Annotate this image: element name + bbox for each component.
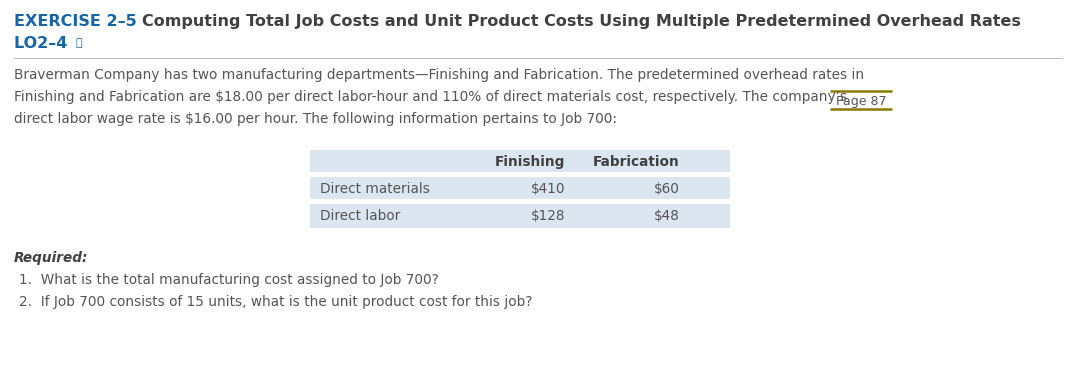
- Text: Direct labor: Direct labor: [320, 209, 400, 223]
- Text: EXERCISE 2–5: EXERCISE 2–5: [14, 14, 142, 29]
- Text: Required:: Required:: [14, 251, 88, 265]
- Text: 1.  What is the total manufacturing cost assigned to Job 700?: 1. What is the total manufacturing cost …: [19, 273, 439, 287]
- Text: Page 87: Page 87: [836, 95, 887, 107]
- Text: 2.  If Job 700 consists of 15 units, what is the unit product cost for this job?: 2. If Job 700 consists of 15 units, what…: [19, 295, 533, 309]
- Bar: [310, 204, 730, 228]
- Text: Finishing and Fabrication are $18.00 per direct labor-hour and 110% of direct ma: Finishing and Fabrication are $18.00 per…: [14, 90, 847, 104]
- Text: LO2–4: LO2–4: [14, 36, 73, 51]
- Text: Direct materials: Direct materials: [320, 182, 430, 196]
- Bar: [310, 150, 730, 174]
- Text: ⧉: ⧉: [75, 38, 82, 48]
- Text: Braverman Company has two manufacturing departments—Finishing and Fabrication. T: Braverman Company has two manufacturing …: [14, 68, 864, 82]
- Text: $410: $410: [530, 182, 565, 196]
- Text: $128: $128: [530, 209, 565, 223]
- Text: Finishing: Finishing: [495, 155, 565, 169]
- Text: Fabrication: Fabrication: [593, 155, 680, 169]
- Bar: [310, 177, 730, 201]
- Text: direct labor wage rate is $16.00 per hour. The following information pertains to: direct labor wage rate is $16.00 per hou…: [14, 112, 617, 126]
- Text: $48: $48: [654, 209, 680, 223]
- Text: Computing Total Job Costs and Unit Product Costs Using Multiple Predetermined Ov: Computing Total Job Costs and Unit Produ…: [142, 14, 1021, 29]
- Text: $60: $60: [654, 182, 680, 196]
